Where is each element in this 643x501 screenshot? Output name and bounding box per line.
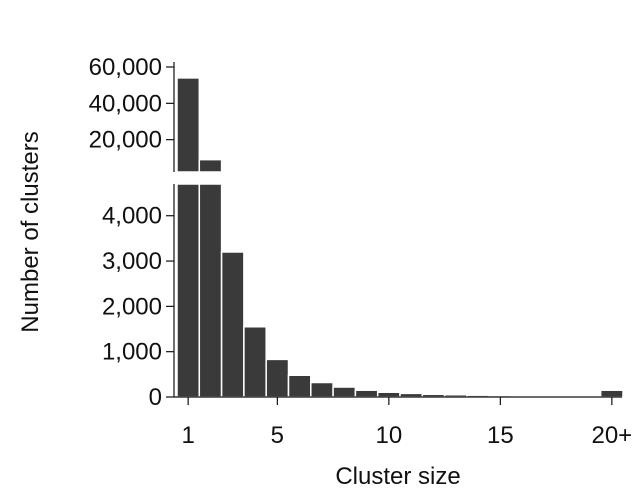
bar-7-lower <box>310 381 334 398</box>
x-axis-title: Cluster size <box>335 463 460 490</box>
bar-1-lower <box>176 183 201 398</box>
x-tick-label: 20+ <box>591 422 632 449</box>
lower-y-tick-label: 2,000 <box>102 293 162 320</box>
bar-10-lower <box>376 391 401 398</box>
upper-y-tick-label: 20,000 <box>89 127 162 154</box>
bar-6-lower <box>287 374 312 398</box>
bar-1-upper <box>176 77 201 173</box>
bar-4-lower <box>243 326 267 398</box>
x-axis: 1 5 10 15 20+ <box>181 397 632 449</box>
lower-y-tick-label: 3,000 <box>102 248 162 275</box>
bars <box>176 77 624 398</box>
bar-2-upper <box>198 158 223 173</box>
upper-y-tick-label: 40,000 <box>89 90 162 117</box>
lower-y-tick-label: 1,000 <box>102 339 162 366</box>
bar-8-lower <box>332 386 357 398</box>
y-axis-title: Number of clusters <box>17 131 44 332</box>
upper-y-axis: 20,000 40,000 60,000 <box>89 54 174 154</box>
x-tick-label: 1 <box>181 422 194 449</box>
upper-y-tick-label: 60,000 <box>89 54 162 81</box>
lower-y-axis: 0 1,000 2,000 3,000 4,000 <box>102 203 174 411</box>
x-tick-label: 10 <box>375 422 402 449</box>
lower-y-tick-label: 0 <box>149 384 162 411</box>
bar-5-lower <box>265 358 290 398</box>
bar-2-lower <box>198 183 223 398</box>
bar-3-lower <box>220 251 245 398</box>
bar-20+-lower <box>599 389 624 398</box>
lower-y-tick-label: 4,000 <box>102 203 162 230</box>
x-tick-label: 5 <box>271 422 284 449</box>
x-tick-label: 15 <box>487 422 514 449</box>
bar-9-lower <box>354 389 379 398</box>
